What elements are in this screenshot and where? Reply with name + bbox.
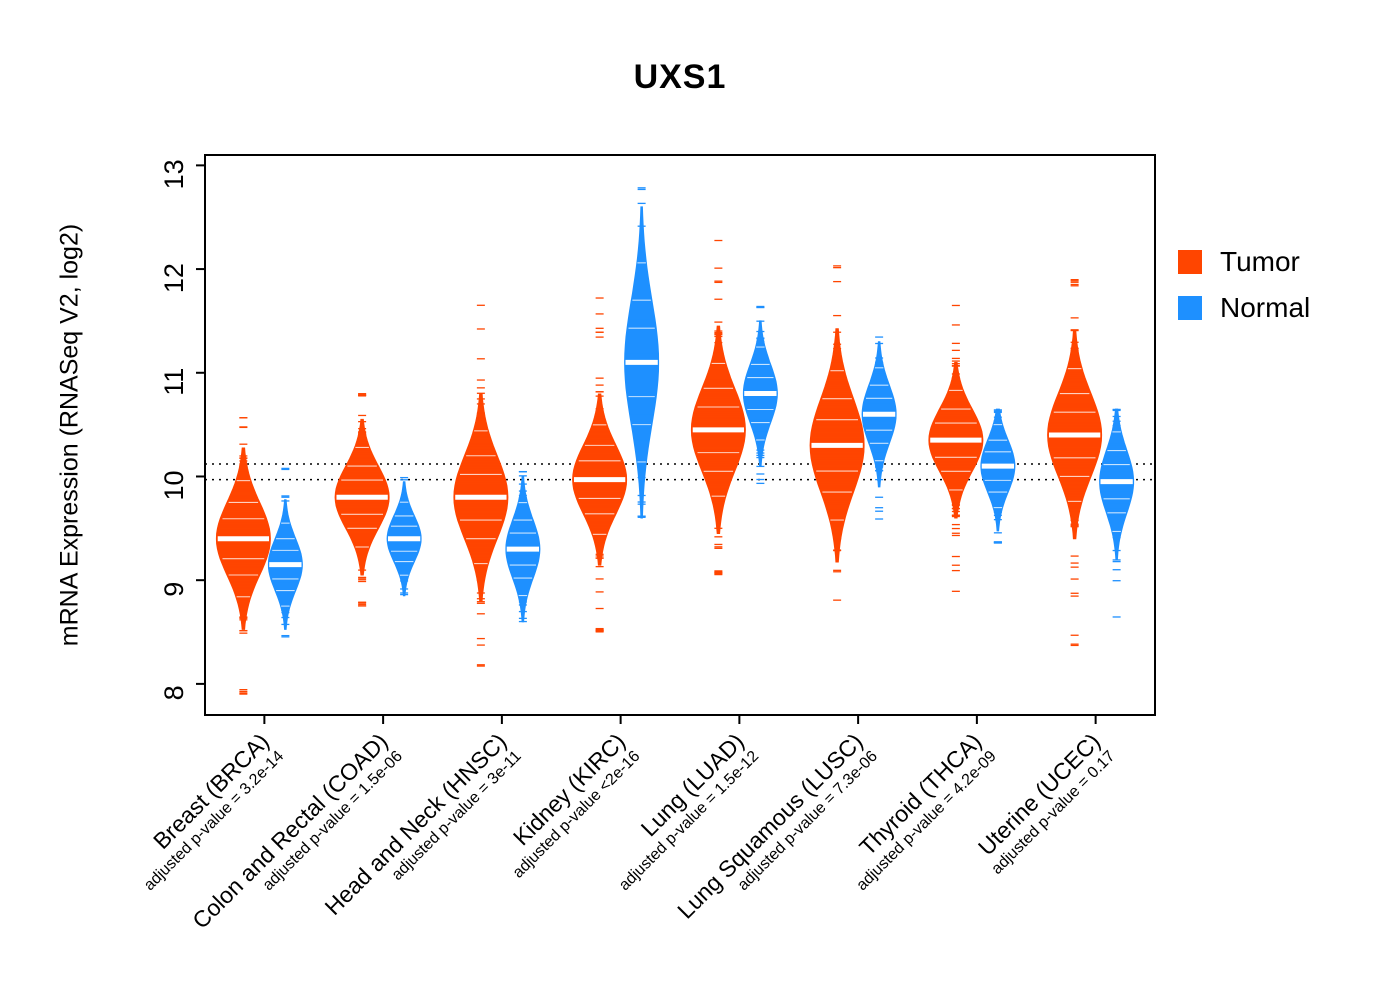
x-category-label: Colon and Rectal (COAD) xyxy=(187,728,392,933)
tumor-swatch-icon xyxy=(1178,250,1202,274)
legend-label-tumor: Tumor xyxy=(1220,246,1300,277)
violin-tumor-4 xyxy=(690,239,746,576)
violin-tumor-6 xyxy=(928,304,984,592)
legend-label-normal: Normal xyxy=(1220,292,1311,323)
violin-tumor-0 xyxy=(215,417,271,695)
y-axis: 8 9 10 11 12 13 xyxy=(159,159,205,700)
violin-normal-1 xyxy=(386,476,422,597)
violin-normal-2 xyxy=(505,470,541,623)
y-tick-label: 9 xyxy=(159,582,189,597)
violin-tumor-2 xyxy=(453,304,509,667)
chart-title: UXS1 xyxy=(633,58,727,96)
x-axis: Breast (BRCA)adjusted p-value = 3.2e-14C… xyxy=(141,715,1119,934)
legend-item-normal: Normal xyxy=(1178,292,1310,324)
x-category-label: Thyroid (THCA) xyxy=(854,728,986,860)
y-axis-title: mRNA Expression (RNASeq V2, log2) xyxy=(55,223,84,647)
legend-item-tumor: Tumor xyxy=(1178,246,1310,278)
violin-tumor-7 xyxy=(1047,278,1103,647)
violin-tumor-3 xyxy=(572,297,628,633)
plot-border xyxy=(204,154,1156,716)
x-category-label: Uterine (UCEC) xyxy=(973,728,1105,860)
y-tick-label: 8 xyxy=(159,685,189,700)
beans xyxy=(215,187,1135,695)
normal-swatch-icon xyxy=(1178,296,1202,320)
plot-root: 8 9 10 11 12 13 Breast (BRCA)adjusted p-value … xyxy=(141,154,1156,934)
violin-normal-7 xyxy=(1099,408,1135,618)
legend: Tumor Normal xyxy=(1178,246,1310,324)
y-tick-label: 10 xyxy=(159,470,189,500)
violin-tumor-1 xyxy=(334,393,390,607)
violin-tumor-5 xyxy=(809,265,865,601)
violin-normal-3 xyxy=(624,187,660,519)
y-tick-label: 13 xyxy=(159,159,189,189)
violin-normal-4 xyxy=(742,305,778,485)
violin-normal-6 xyxy=(980,408,1016,544)
y-tick-label: 12 xyxy=(159,263,189,293)
violin-normal-5 xyxy=(861,336,897,520)
y-tick-label: 11 xyxy=(159,368,189,396)
violin-normal-0 xyxy=(267,467,303,638)
